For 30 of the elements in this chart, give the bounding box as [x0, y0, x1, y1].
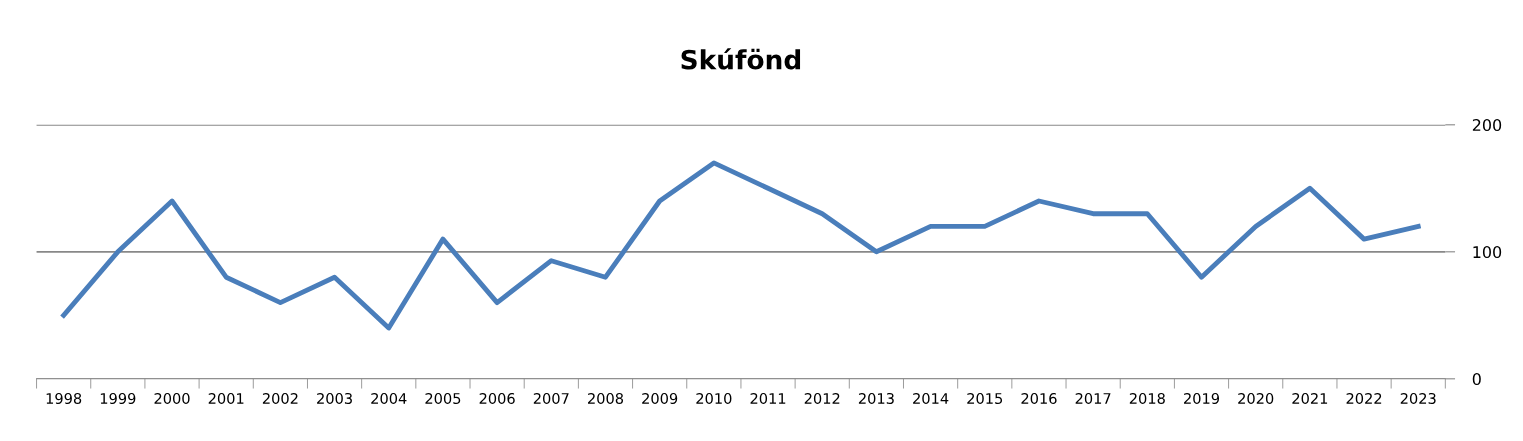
x-tick-label: 2007 — [533, 392, 569, 404]
y-tick-label: 200 — [1472, 119, 1502, 132]
x-tick-label: 2023 — [1400, 392, 1436, 404]
x-tick-label: 2020 — [1238, 392, 1274, 404]
x-tick-label: 2008 — [587, 392, 624, 404]
x-tick-label: 2018 — [1129, 392, 1165, 404]
x-tick-label: 1999 — [100, 392, 136, 404]
x-tick-label: 2000 — [154, 392, 190, 404]
x-tick-label: 2005 — [425, 392, 461, 404]
x-tick-label: 2001 — [208, 392, 244, 404]
x-tick-label: 2003 — [317, 392, 352, 404]
y-tick-label: 100 — [1473, 246, 1502, 259]
x-tick-label: 2014 — [913, 392, 949, 404]
x-tick-label: 2022 — [1346, 392, 1382, 404]
x-tick-label: 2021 — [1292, 392, 1328, 404]
x-tick-label: 2019 — [1184, 392, 1220, 404]
x-tick-label: 2004 — [371, 392, 407, 404]
x-tick-label: 2010 — [696, 392, 732, 404]
x-tick-label: 1998 — [46, 392, 82, 404]
chart-title: Skúfönd — [681, 48, 801, 70]
x-tick-label: 2012 — [804, 392, 840, 404]
y-tick-label: 0 — [1472, 373, 1481, 386]
x-tick-label: 2002 — [262, 392, 298, 404]
x-tick-label: 2011 — [750, 392, 786, 404]
x-tick-label: 2013 — [858, 392, 894, 404]
x-tick-label: 2009 — [642, 392, 678, 404]
x-tick-label: 2016 — [1021, 392, 1057, 404]
x-tick-label: 2006 — [479, 392, 515, 404]
x-tick-label: 2017 — [1075, 392, 1111, 404]
x-tick-label: 2015 — [967, 392, 1003, 404]
